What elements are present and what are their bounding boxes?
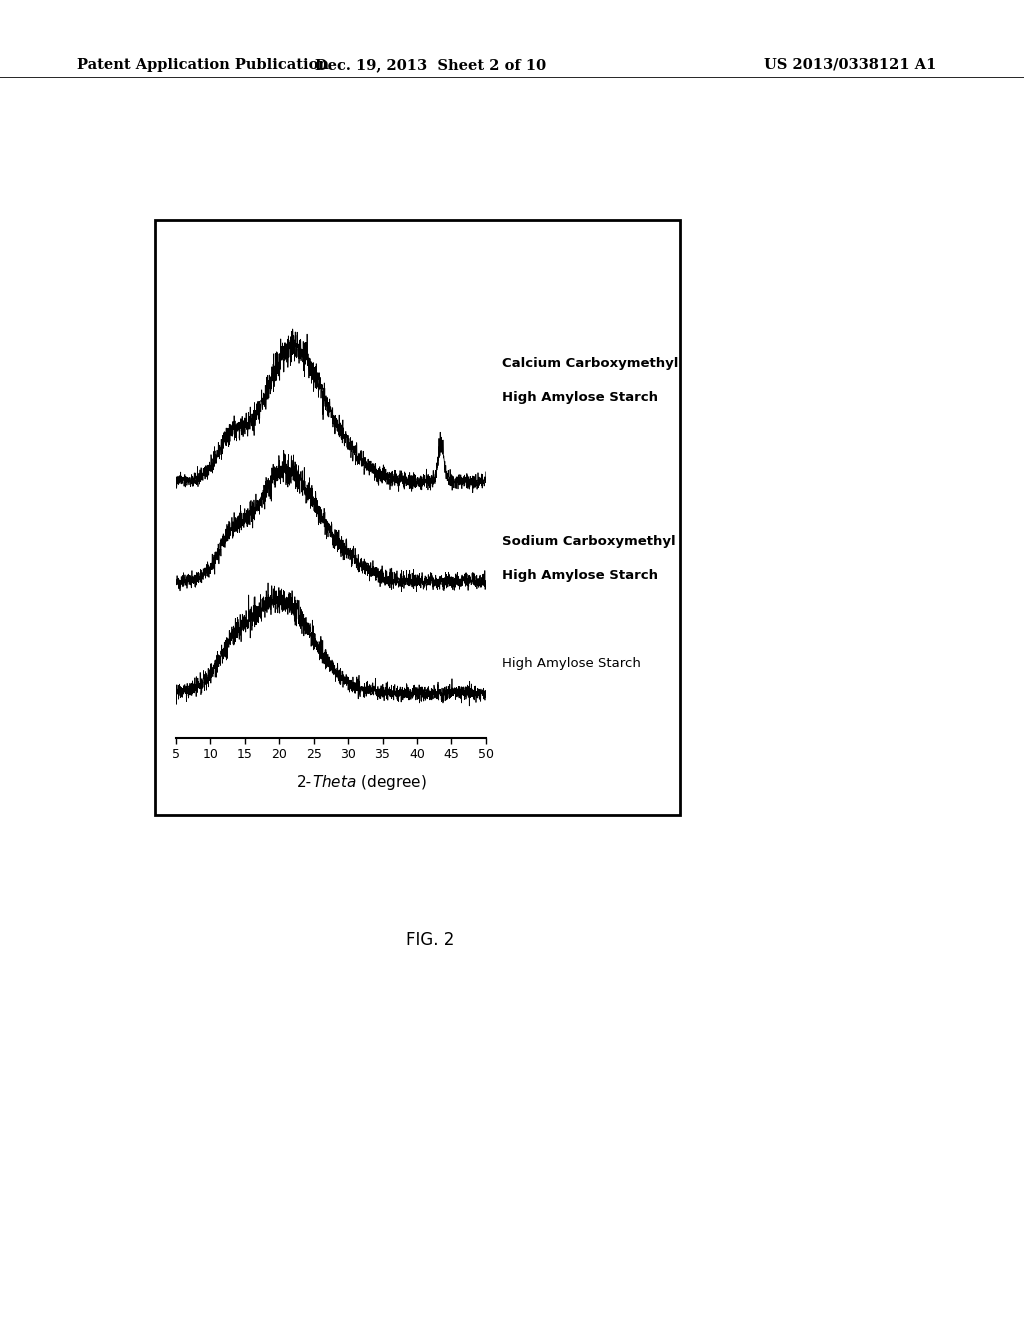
Text: High Amylose Starch: High Amylose Starch xyxy=(502,657,640,671)
Text: US 2013/0338121 A1: US 2013/0338121 A1 xyxy=(764,58,936,71)
Text: Calcium Carboxymethyl: Calcium Carboxymethyl xyxy=(502,356,678,370)
Text: High Amylose Starch: High Amylose Starch xyxy=(502,569,657,582)
Text: Dec. 19, 2013  Sheet 2 of 10: Dec. 19, 2013 Sheet 2 of 10 xyxy=(314,58,546,71)
Text: Sodium Carboxymethyl: Sodium Carboxymethyl xyxy=(502,536,675,548)
Text: Patent Application Publication: Patent Application Publication xyxy=(77,58,329,71)
Text: $\mathit{Theta}$ (degree): $\mathit{Theta}$ (degree) xyxy=(312,772,427,792)
Text: High Amylose Starch: High Amylose Starch xyxy=(502,391,657,404)
Text: FIG. 2: FIG. 2 xyxy=(406,931,455,949)
Text: 2-: 2- xyxy=(297,775,312,789)
